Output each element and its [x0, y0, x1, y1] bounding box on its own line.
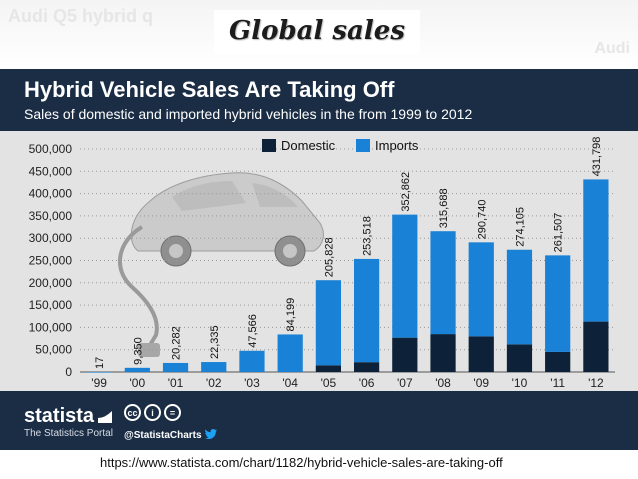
x-tick-label: '99: [91, 376, 107, 390]
x-tick-label: '07: [397, 376, 413, 390]
bar-total-label: 84,199: [285, 298, 297, 332]
bar-imports: [315, 280, 342, 366]
y-tick-label: 500,000: [29, 142, 73, 156]
chart-footer: statista The Statistics Portal cc i = @S…: [0, 391, 638, 450]
y-tick-label: 0: [65, 365, 72, 379]
bar-imports: [468, 242, 494, 337]
x-tick-label: '12: [588, 376, 604, 390]
bar-imports: [506, 249, 533, 345]
twitter-handle-text: @StatistaCharts: [124, 430, 202, 441]
hybrid-car-illustration: [117, 172, 324, 357]
creative-commons-icon[interactable]: cc: [124, 404, 141, 421]
bar-domestic: [468, 336, 494, 372]
bar-total-label: 22,335: [209, 325, 221, 359]
bar-domestic: [315, 365, 342, 372]
x-axis: '99 '00 '01 '02 '03 '04 '05 '06 '07 '08 '09 '10 '11 '…: [91, 376, 604, 390]
chart-plot: 0 50,000 100,000 150,000 200,000 250,000 300,0…: [29, 137, 615, 390]
bar-imports: [392, 214, 418, 338]
y-tick-label: 250,000: [29, 254, 73, 268]
bar-total-label: 315,688: [438, 188, 450, 228]
statista-logo[interactable]: statista: [24, 405, 113, 428]
x-tick-label: '04: [282, 376, 298, 390]
statista-wave-icon: [98, 411, 113, 423]
no-derivatives-icon[interactable]: =: [164, 404, 181, 421]
chart-header: Hybrid Vehicle Sales Are Taking Off Sale…: [0, 69, 638, 131]
y-tick-label: 300,000: [29, 231, 73, 245]
legend: Domestic Imports: [262, 138, 419, 153]
x-tick-label: '09: [473, 376, 489, 390]
background-watermark-right: Audi: [594, 40, 630, 57]
bar-total-label: 274,105: [514, 207, 526, 247]
gridlines: [80, 148, 615, 373]
legend-swatch-imports: [356, 139, 370, 152]
legend-label-domestic: Domestic: [281, 138, 336, 153]
y-tick-label: 450,000: [29, 164, 73, 178]
legend-label-imports: Imports: [375, 138, 419, 153]
bar-total-label: 205,828: [323, 237, 335, 277]
x-tick-label: '00: [130, 376, 146, 390]
x-tick-label: '05: [321, 376, 337, 390]
y-tick-label: 50,000: [35, 343, 72, 357]
y-tick-label: 400,000: [29, 187, 73, 201]
legend-swatch-domestic: [262, 139, 276, 152]
brand-name: statista: [24, 405, 95, 427]
license-icons: cc i =: [124, 404, 181, 424]
x-tick-label: '06: [359, 376, 375, 390]
x-tick-label: '02: [206, 376, 222, 390]
bar-domestic: [583, 321, 609, 372]
bar-total-label: 261,507: [553, 213, 565, 253]
bar-total-label: 253,518: [362, 216, 374, 256]
y-tick-label: 200,000: [29, 276, 73, 290]
bar-imports: [545, 255, 571, 352]
bar-total-label: 20,282: [171, 326, 183, 360]
chart-subtitle: Sales of domestic and imported hybrid ve…: [24, 106, 473, 122]
attribution-icon[interactable]: i: [144, 404, 161, 421]
bar-imports: [277, 334, 303, 372]
bar-total-label: 17: [94, 357, 106, 369]
x-tick-label: '08: [435, 376, 451, 390]
y-tick-label: 350,000: [29, 209, 73, 223]
twitter-handle[interactable]: @StatistaCharts: [124, 429, 217, 441]
bar-domestic: [430, 334, 456, 372]
bars: 17 9,350 20,282 22,335 47,566 84,199 205,828 25…: [86, 137, 609, 373]
bar-imports: [353, 258, 380, 363]
x-tick-label: '03: [244, 376, 260, 390]
twitter-bird-icon: [204, 429, 217, 439]
bar-imports: [162, 362, 189, 372]
bar-total-label: 9,350: [132, 337, 144, 365]
y-tick-label: 100,000: [29, 320, 73, 334]
bar-domestic: [392, 337, 418, 372]
bar-total-label: 352,862: [400, 172, 412, 212]
bar-total-label: 290,740: [476, 200, 488, 240]
bar-imports: [430, 231, 456, 335]
chart-card: Hybrid Vehicle Sales Are Taking Off Sale…: [0, 69, 638, 450]
bar-domestic: [353, 362, 380, 372]
x-tick-label: '11: [550, 376, 565, 390]
x-tick-label: '10: [512, 376, 528, 390]
bar-total-label: 431,798: [591, 137, 603, 177]
x-tick-label: '01: [168, 376, 184, 390]
bar-imports: [124, 367, 150, 372]
y-tick-label: 150,000: [29, 298, 73, 312]
background-watermark-left: Audi Q5 hybrid q: [8, 6, 154, 26]
bar-domestic: [506, 344, 533, 372]
y-axis: 0 50,000 100,000 150,000 200,000 250,000 300,0…: [29, 142, 73, 379]
slide-title-box: Global sales: [214, 10, 420, 54]
source-url-link[interactable]: https://www.statista.com/chart/1182/hybr…: [100, 455, 503, 470]
brand-tagline: The Statistics Portal: [24, 428, 113, 439]
bar-imports: [583, 179, 609, 322]
bar-domestic: [545, 351, 571, 372]
bar-total-label: 47,566: [247, 314, 259, 348]
bar-imports: [86, 371, 112, 373]
slide-title: Global sales: [229, 16, 405, 46]
bar-imports: [201, 362, 227, 372]
bar-imports: [239, 350, 265, 372]
chart-title: Hybrid Vehicle Sales Are Taking Off: [24, 77, 395, 102]
